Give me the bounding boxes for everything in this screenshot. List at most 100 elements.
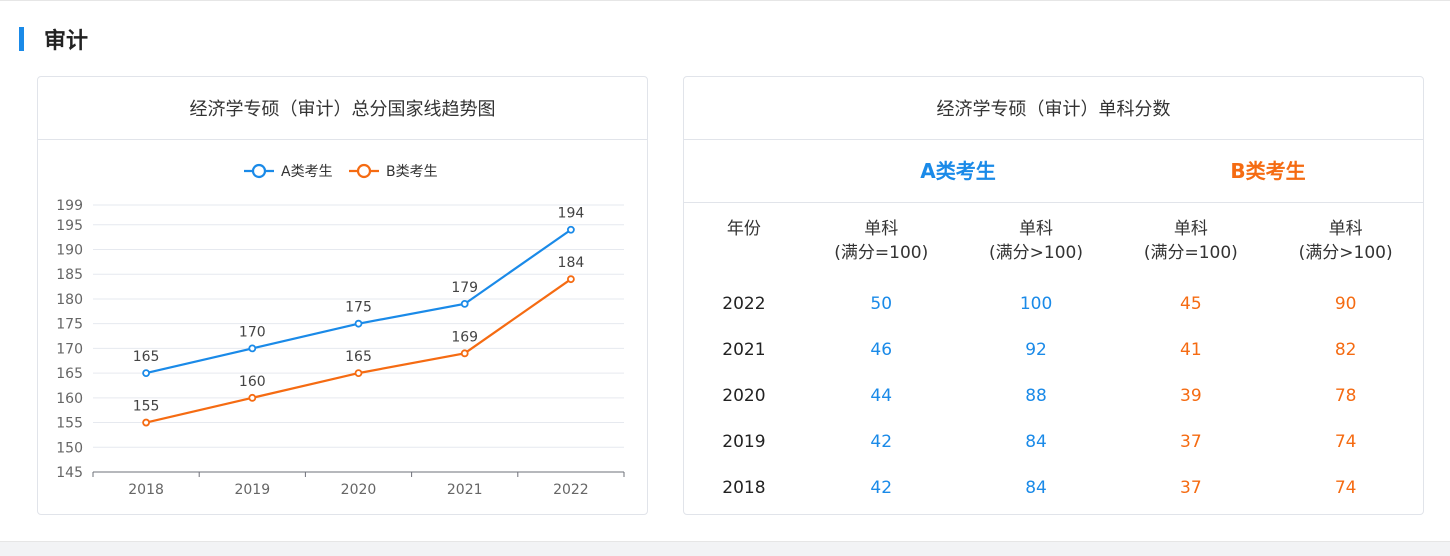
data-label: 160 [239,374,266,390]
y-tick-label: 155 [56,416,83,432]
data-point [354,369,363,378]
data-label: 175 [345,300,372,316]
header-year: 年份 [726,219,761,239]
cell-a-over100: 88 [1025,386,1047,406]
section-title: 审计 [44,29,89,54]
data-label: 179 [451,280,478,296]
data-label: 155 [133,399,160,415]
y-tick-label: 175 [56,317,83,333]
section-header: 审计 [19,25,89,54]
cell-year: 2022 [722,294,766,314]
legend-marker-icon [251,163,267,179]
score-table: 年份 单科 (满分=100) 单科 (满分>100) 单科 (满分=100) 单… [684,203,1423,511]
table-row: 2019 42 84 37 74 [684,419,1423,465]
header-b-over100-line2: (满分>100) [1298,243,1393,263]
trend-chart-title: 经济学专硕（审计）总分国家线趋势图 [38,77,647,140]
data-point [142,418,150,427]
x-tick-label: 2019 [234,482,270,498]
x-tick-label: 2022 [553,482,589,498]
data-label: 165 [133,349,160,365]
cell-b-full100: 37 [1180,432,1202,452]
cell-b-full100: 39 [1180,386,1202,406]
cell-b-full100: 37 [1180,478,1202,498]
table-row: 2022 50 100 45 90 [684,281,1423,327]
cell-b-over100: 74 [1334,478,1357,498]
cell-b-over100: 74 [1334,432,1357,452]
y-tick-label: 180 [56,292,83,308]
legend-marker-icon [356,163,372,179]
y-tick-label: 199 [56,198,83,214]
header-a-full100-line2: (满分=100) [834,243,929,263]
score-card: 经济学专硕（审计）单科分数 A类考生 B类考生 年份 单科 (满分=100) 单… [683,76,1424,515]
data-label: 169 [451,329,478,345]
table-row: 2018 42 84 37 74 [684,465,1423,511]
data-point [248,393,257,402]
y-tick-label: 185 [56,267,83,283]
table-row: 2020 44 88 39 78 [684,373,1423,419]
cell-a-over100: 84 [1025,432,1047,452]
y-tick-label: 195 [56,218,83,234]
top-border [0,0,1450,1]
score-card-title: 经济学专硕（审计）单科分数 [684,77,1423,140]
trend-chart-card: 经济学专硕（审计）总分国家线趋势图 145 150 155 160 165 170 175 1… [37,76,648,515]
cell-year: 2019 [722,432,766,452]
data-point [354,319,363,328]
data-label: 170 [239,324,266,340]
cell-a-over100: 100 [1019,294,1053,314]
data-point [248,344,257,353]
data-label: 194 [558,206,585,222]
x-tick-label: 2021 [447,482,483,498]
chart-area: 145 150 155 160 165 170 175 180 185 190 195 199 2018… [38,140,647,514]
group-b-label: B类考生 [1230,159,1306,183]
cell-a-over100: 92 [1025,340,1047,360]
header-a-over100-line2: (满分>100) [989,243,1084,263]
x-tick-label: 2018 [128,482,164,498]
cell-year: 2020 [722,386,766,406]
legend-label: A类考生 [281,164,333,180]
page-footer-band [0,541,1450,556]
header-b-full100: 单科 (满分=100) [1113,203,1268,281]
header-a-over100-line1: 单科 [1019,219,1054,239]
cell-b-over100: 82 [1334,340,1357,360]
data-point [142,369,150,378]
data-point [567,225,575,234]
header-b-over100: 单科 (满分>100) [1268,203,1423,281]
trend-line-chart: 145 150 155 160 165 170 175 180 185 190 195 199 2018… [56,163,625,498]
x-tick-label: 2020 [341,482,377,498]
y-tick-label: 145 [56,465,83,481]
cell-b-over100: 90 [1334,294,1357,314]
data-label: 184 [558,255,585,271]
header-b-full100-line1: 单科 [1173,219,1208,239]
header-b-over100-line1: 单科 [1328,219,1363,239]
cell-a-full100: 46 [870,340,893,360]
cell-a-full100: 50 [870,294,893,314]
legend-label: B类考生 [386,164,438,180]
header-b-full100-line2: (满分=100) [1143,243,1238,263]
data-point [460,299,469,308]
data-point [567,275,575,284]
cell-a-over100: 84 [1025,478,1047,498]
table-row: 2021 46 92 41 82 [684,327,1423,373]
y-tick-label: 150 [56,440,83,456]
header-a-full100-line1: 单科 [864,219,899,239]
data-label: 165 [345,349,372,365]
cell-b-over100: 78 [1334,386,1357,406]
header-a-full100: 单科 (满分=100) [804,203,959,281]
y-tick-label: 190 [56,243,83,259]
y-tick-label: 160 [56,391,83,407]
cell-a-full100: 44 [870,386,893,406]
y-tick-label: 165 [56,366,83,382]
table-header-row: 年份 单科 (满分=100) 单科 (满分>100) 单科 (满分=100) 单… [684,203,1423,281]
header-a-over100: 单科 (满分>100) [959,203,1114,281]
section-accent-bar [19,27,24,51]
cell-year: 2021 [722,340,766,360]
cell-b-full100: 45 [1180,294,1202,314]
cell-b-full100: 41 [1180,340,1202,360]
cell-a-full100: 42 [870,432,893,452]
group-header: A类考生 B类考生 [684,140,1423,203]
cell-a-full100: 42 [870,478,893,498]
cell-year: 2018 [722,478,766,498]
y-tick-label: 170 [56,341,83,357]
group-a-label: A类考生 [920,159,996,183]
data-point [460,349,469,358]
